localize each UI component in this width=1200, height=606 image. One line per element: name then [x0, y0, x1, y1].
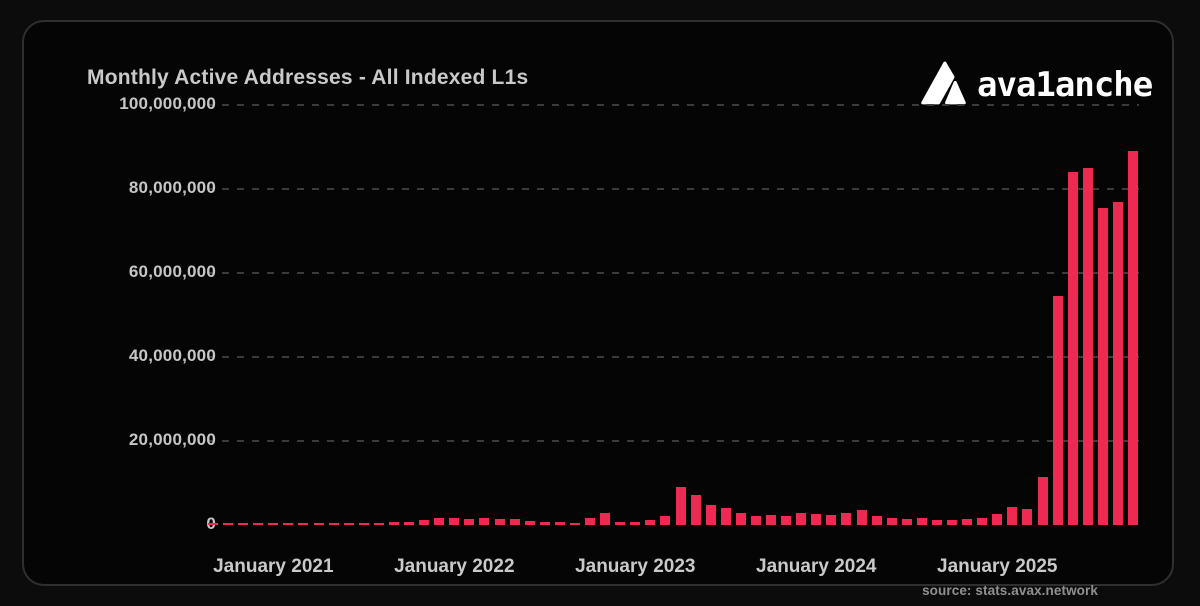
avalanche-wordmark: ava1anche	[977, 65, 1153, 105]
gridline	[207, 104, 1139, 106]
bar-2022-01	[449, 517, 460, 525]
x-tick-label: January 2021	[213, 556, 334, 577]
gridline	[207, 188, 1139, 190]
bar-2023-02	[645, 519, 656, 525]
bar-2024-08	[916, 517, 927, 525]
x-tick-label: January 2025	[937, 556, 1058, 577]
y-tick-label: 20,000,000	[128, 430, 216, 449]
bar-2024-02	[826, 514, 837, 525]
bar-2025-05	[1052, 296, 1063, 525]
bar-2025-02	[1007, 506, 1018, 525]
bar-2021-02	[283, 523, 294, 525]
bar-2021-03	[298, 523, 309, 525]
bar-2021-12	[434, 517, 445, 525]
source-credit: source: stats.avax.network	[922, 583, 1098, 598]
bar-2025-09	[1112, 201, 1123, 525]
bar-2025-01	[992, 514, 1003, 525]
y-tick-label: 100,000,000	[119, 94, 216, 113]
bar-2021-08	[373, 522, 384, 525]
bar-2020-09	[208, 523, 218, 525]
bar-2024-11	[962, 519, 973, 525]
bar-2022-07	[539, 521, 550, 525]
bar-2021-05	[328, 523, 339, 525]
bar-2025-03	[1022, 508, 1033, 525]
bar-2025-10	[1128, 151, 1138, 525]
bar-2022-11	[600, 512, 611, 525]
bar-2024-01	[811, 513, 822, 525]
bar-2025-06	[1067, 172, 1078, 525]
avalanche-triangle-icon	[920, 60, 967, 110]
bar-2020-12	[253, 523, 264, 525]
avalanche-logo: ava1anche	[920, 60, 1153, 110]
bar-2024-05	[871, 515, 882, 525]
bar-2023-04	[675, 487, 686, 525]
bar-2023-06	[705, 505, 716, 525]
bar-2023-07	[720, 508, 731, 525]
gridline	[207, 440, 1139, 442]
bar-2021-01	[268, 523, 279, 525]
bar-2024-06	[886, 517, 897, 525]
bar-2021-04	[313, 523, 324, 525]
bar-2025-04	[1037, 477, 1048, 525]
bar-2024-04	[856, 509, 867, 525]
y-tick-label: 80,000,000	[128, 178, 216, 197]
bar-2022-05	[509, 519, 520, 525]
bar-2022-10	[585, 517, 596, 525]
bar-2023-03	[660, 516, 671, 525]
y-tick-label: 40,000,000	[128, 346, 216, 365]
bar-2024-07	[901, 518, 912, 525]
chart-panel: Monthly Active Addresses - All Indexed L…	[22, 20, 1174, 598]
bar-2023-05	[690, 495, 701, 525]
bar-2021-07	[358, 523, 369, 525]
bar-2023-01	[630, 522, 641, 525]
bar-2020-11	[238, 523, 249, 525]
bar-2021-11	[419, 520, 430, 525]
x-tick-label: January 2024	[756, 556, 877, 577]
bar-2024-12	[977, 517, 988, 525]
bar-2021-09	[388, 522, 399, 525]
bar-2023-08	[735, 512, 746, 525]
gridline	[207, 272, 1139, 274]
bar-2024-10	[947, 519, 958, 525]
bar-2022-06	[524, 521, 535, 525]
chart-title: Monthly Active Addresses - All Indexed L…	[87, 66, 529, 89]
bar-2022-12	[615, 521, 626, 525]
bar-2022-04	[494, 519, 505, 525]
bar-2022-08	[554, 521, 565, 525]
y-tick-label: 0	[24, 514, 216, 534]
gridline	[207, 356, 1139, 358]
bar-2024-03	[841, 512, 852, 525]
bar-2023-11	[781, 515, 792, 525]
bar-2025-07	[1082, 168, 1093, 525]
bar-plot-area	[208, 105, 1138, 525]
bar-2024-09	[931, 519, 942, 525]
bar-2025-08	[1097, 207, 1108, 525]
x-tick-label: January 2023	[575, 556, 696, 577]
y-tick-label: 60,000,000	[128, 262, 216, 281]
bar-2022-03	[479, 517, 490, 525]
bar-2022-09	[569, 522, 580, 525]
bar-2023-10	[766, 514, 777, 525]
x-tick-label: January 2022	[394, 556, 515, 577]
bar-2022-02	[464, 519, 475, 525]
bar-2021-06	[343, 523, 354, 525]
bar-2020-10	[223, 523, 234, 525]
bar-2023-09	[750, 515, 761, 525]
bar-2023-12	[796, 512, 807, 525]
bar-2021-10	[404, 522, 415, 525]
